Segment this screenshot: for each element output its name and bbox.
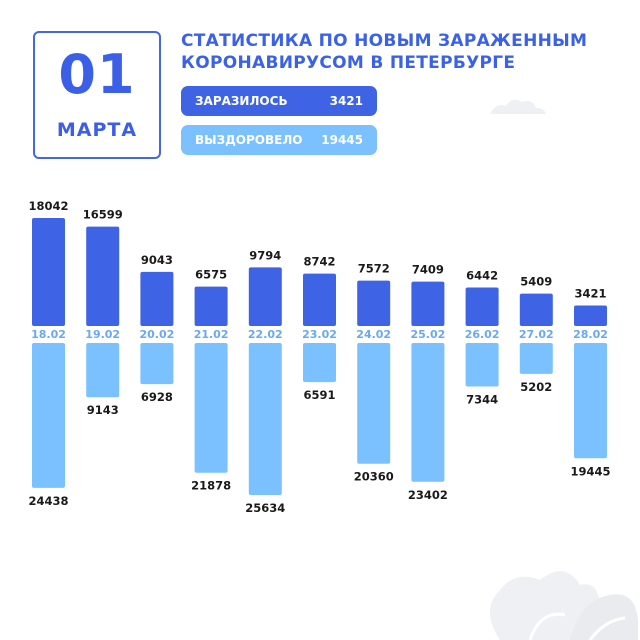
bar-infected: [519, 293, 553, 326]
title-line-1: СТАТИСТИКА ПО НОВЫМ ЗАРАЖЕННЫМ: [181, 31, 588, 51]
date-tick-label: 28.02: [573, 328, 608, 341]
legend-infected-value: 3421: [329, 94, 363, 108]
bar-infected: [411, 281, 445, 326]
bar-recovered: [86, 343, 120, 398]
date-tick-label: 27.02: [519, 328, 554, 341]
date-tick-label: 20.02: [140, 328, 175, 341]
date-tick-label: 22.02: [248, 328, 283, 341]
value-label-recovered: 23402: [408, 488, 448, 502]
bar-infected: [32, 218, 65, 326]
value-label-recovered: 20360: [354, 470, 394, 484]
bar-infected: [140, 271, 174, 326]
date-tick-label: 18.02: [31, 328, 66, 341]
date-tick-label: 21.02: [194, 328, 229, 341]
bar-recovered: [194, 343, 228, 473]
date-card: 01 МАРТА: [33, 31, 161, 159]
date-tick-label: 24.02: [356, 328, 391, 341]
bar-infected: [574, 305, 607, 326]
bar-recovered: [357, 343, 391, 464]
date-tick-label: 25.02: [411, 328, 446, 341]
value-label-recovered: 5202: [520, 380, 552, 394]
bar-infected: [465, 287, 499, 326]
value-label-recovered: 25634: [245, 501, 285, 515]
value-label-infected: 5409: [520, 275, 552, 289]
date-tick-label: 19.02: [85, 328, 120, 341]
value-label-infected: 7409: [412, 263, 444, 277]
value-label-infected: 9043: [141, 253, 173, 267]
legend-recovered: ВЫЗДОРОВЕЛО 19445: [181, 125, 377, 155]
value-label-recovered: 6928: [141, 390, 173, 404]
value-label-infected: 3421: [574, 287, 606, 301]
date-month: МАРТА: [56, 119, 138, 141]
value-label-recovered: 9143: [87, 403, 119, 417]
bar-infected: [194, 286, 228, 326]
value-label-infected: 16599: [83, 208, 123, 222]
bar-infected: [86, 226, 120, 326]
value-label-recovered: 24438: [28, 494, 68, 508]
value-label-recovered: 21878: [191, 479, 231, 493]
bar-recovered: [465, 343, 499, 387]
value-label-recovered: 7344: [466, 393, 498, 407]
legend-recovered-value: 19445: [321, 133, 363, 147]
date-day: 01: [58, 43, 136, 106]
bar-recovered: [140, 343, 174, 385]
bar-infected: [357, 280, 391, 326]
bar-recovered: [303, 343, 336, 383]
value-label-recovered: 6591: [303, 388, 335, 402]
legend-infected: ЗАРАЗИЛОСЬ 3421: [181, 86, 377, 116]
legend-infected-label: ЗАРАЗИЛОСЬ: [195, 94, 288, 108]
title-line-2: КОРОНАВИРУСОМ В ПЕТЕРБУРГЕ: [181, 53, 516, 73]
value-label-infected: 8742: [303, 255, 335, 269]
page-title: СТАТИСТИКА ПО НОВЫМ ЗАРАЖЕННЫМ КОРОНАВИР…: [181, 30, 601, 74]
bar-recovered: [519, 343, 553, 374]
value-label-recovered: 19445: [570, 464, 610, 478]
date-tick-label: 26.02: [465, 328, 500, 341]
value-label-infected: 18042: [28, 199, 68, 213]
bar-recovered: [574, 343, 607, 459]
bar-recovered: [411, 343, 445, 482]
bar-infected: [303, 273, 336, 326]
value-label-infected: 9794: [249, 248, 281, 262]
value-label-infected: 6575: [195, 268, 227, 282]
value-label-infected: 7572: [358, 262, 390, 276]
date-tick-label: 23.02: [302, 328, 337, 341]
bar-infected: [248, 267, 282, 326]
value-label-infected: 6442: [466, 268, 498, 282]
cloud-icon: [490, 99, 546, 114]
leaf-decoration-icon: [490, 571, 638, 640]
bar-recovered: [248, 343, 282, 495]
legend-recovered-label: ВЫЗДОРОВЕЛО: [195, 133, 303, 147]
bar-recovered: [32, 343, 65, 488]
